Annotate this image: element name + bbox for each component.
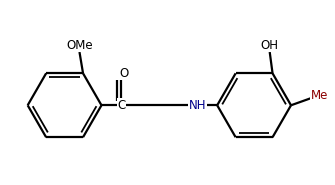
Text: OMe: OMe bbox=[66, 39, 93, 52]
Text: Me: Me bbox=[311, 89, 328, 102]
Text: OH: OH bbox=[261, 39, 279, 52]
Text: NH: NH bbox=[189, 99, 206, 112]
Text: C: C bbox=[117, 99, 126, 112]
Text: O: O bbox=[120, 67, 129, 80]
